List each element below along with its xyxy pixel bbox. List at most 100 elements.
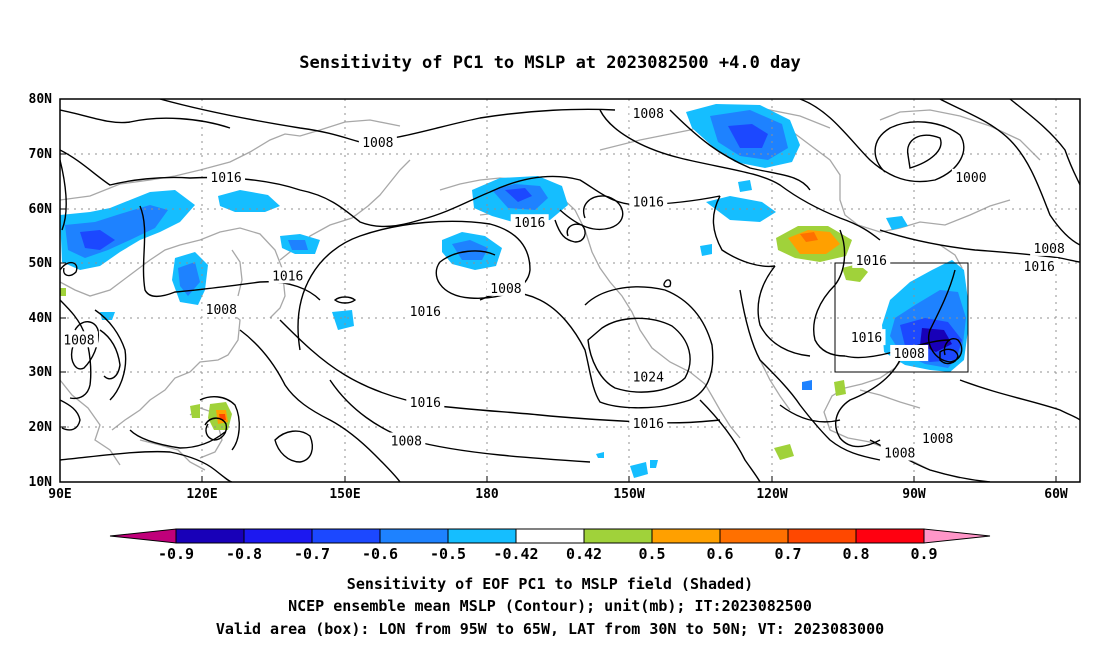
colorbar-level-label: 0.8 xyxy=(842,545,869,563)
map-frame xyxy=(59,98,1081,483)
colorbar-segment xyxy=(379,528,449,544)
contour-label-bg xyxy=(358,133,397,150)
colorbar-segment xyxy=(651,528,721,544)
contour-label: 1016 xyxy=(856,254,887,269)
contour-label: 1016 xyxy=(210,171,241,186)
colorbar-level-label: -0.5 xyxy=(430,545,466,563)
shade-region xyxy=(218,190,280,212)
shade-region xyxy=(738,180,752,192)
contour-label-bg xyxy=(847,329,886,346)
shade-region xyxy=(834,380,846,396)
contour-label-bg xyxy=(629,104,668,121)
contour-label: 1016 xyxy=(851,331,882,346)
contour-label-bg xyxy=(951,168,990,185)
contour-label: 1008 xyxy=(1034,242,1065,257)
x-tick-label: 60W xyxy=(1044,487,1068,502)
shade-region xyxy=(190,404,200,418)
contour-label-bg xyxy=(268,267,307,284)
map-grid xyxy=(60,99,1080,482)
contour-label-bg xyxy=(60,331,98,348)
valid-area-box xyxy=(834,262,969,373)
colorbar: -0.9 -0.8 -0.7 -0.6 -0.5 -0.42 0.42 0.5 0.6 0.7 0.… xyxy=(109,528,991,563)
contour-label-bg xyxy=(387,432,426,449)
contour-label-bg xyxy=(629,193,668,210)
contour-labels: 1008 1008 1016 1000 1016 1016 1008 1016 1016 1016… xyxy=(60,104,1069,462)
colorbar-segment xyxy=(583,528,653,544)
shade-region xyxy=(788,230,840,254)
contour-label: 1008 xyxy=(884,447,915,462)
colorbar-level-label: 0.5 xyxy=(638,545,665,563)
captions: Sensitivity of EOF PC1 to MSLP field (Sh… xyxy=(216,575,884,638)
contour-label-bg xyxy=(918,429,957,446)
y-tick-label: 10N xyxy=(29,475,53,490)
shade-region xyxy=(650,460,658,468)
colorbar-level-label: 0.6 xyxy=(706,545,733,563)
tick-marks xyxy=(60,153,1057,482)
y-tick-label: 70N xyxy=(29,147,53,162)
colorbar-level-label: 0.42 xyxy=(566,545,602,563)
contour-label-bg xyxy=(890,344,929,361)
contour-label: 1016 xyxy=(633,417,664,432)
contour-label: 1008 xyxy=(63,333,94,348)
map-panel: 1008 1008 1016 1000 1016 1016 1008 1016 1016 1016… xyxy=(29,92,1081,502)
colorbar-segment xyxy=(719,528,789,544)
shade-region xyxy=(80,230,115,250)
contour-label-bg xyxy=(202,301,241,318)
colorbar-level-label: 0.9 xyxy=(910,545,937,563)
contour-label: 1008 xyxy=(894,347,925,362)
colorbar-level-label: -0.42 xyxy=(493,545,538,563)
contour-label-bg xyxy=(1030,239,1069,256)
figure-title: Sensitivity of PC1 to MSLP at 2023082500… xyxy=(299,53,801,73)
x-tick-label: 90W xyxy=(902,487,926,502)
contour-label-bg xyxy=(406,302,445,319)
shade-region xyxy=(802,380,812,390)
y-tick-label: 20N xyxy=(29,420,53,435)
contour-label-bg xyxy=(406,394,445,411)
y-tick-label: 40N xyxy=(29,311,53,326)
caption-line: NCEP ensemble mean MSLP (Contour); unit(… xyxy=(288,597,812,615)
contour-label-bg xyxy=(880,444,919,461)
contour-label: 1016 xyxy=(410,305,441,320)
caption-line: Valid area (box): LON from 95W to 65W, L… xyxy=(216,620,884,638)
colorbar-level-label: -0.6 xyxy=(362,545,398,563)
shade-region xyxy=(842,264,868,282)
colorbar-level-label: -0.8 xyxy=(226,545,262,563)
caption-line: Sensitivity of EOF PC1 to MSLP field (Sh… xyxy=(347,575,753,593)
contour-label: 1016 xyxy=(633,195,664,210)
x-tick-label: 120W xyxy=(756,487,787,502)
mslp-contours xyxy=(60,99,1080,482)
colorbar-segment xyxy=(175,528,245,544)
shade-region xyxy=(728,124,768,148)
colorbar-segment xyxy=(447,528,517,544)
contour-label: 1016 xyxy=(272,269,303,284)
x-axis-labels: 90E 120E 150E 180 150W 120W 90W 60W xyxy=(48,487,1068,502)
shade-region xyxy=(886,216,908,230)
contour-label: 1008 xyxy=(633,107,664,122)
x-tick-label: 150W xyxy=(613,487,644,502)
contour-label: 1000 xyxy=(955,171,986,186)
contour-label: 1016 xyxy=(1024,260,1055,275)
contour-label-bg xyxy=(629,415,668,432)
y-tick-label: 80N xyxy=(29,92,53,107)
colorbar-segment xyxy=(855,528,925,544)
contour-label: 1008 xyxy=(922,432,953,447)
x-tick-label: 90E xyxy=(48,487,71,502)
contour-label: 1008 xyxy=(490,282,521,297)
y-axis-labels: 80N 70N 60N 50N 40N 30N 20N 10N xyxy=(29,92,53,490)
shade-region xyxy=(452,240,488,260)
shade-region xyxy=(774,444,794,460)
contour-label: 1008 xyxy=(391,435,422,450)
contour-label-bg xyxy=(207,168,246,185)
contour-label-bg xyxy=(1020,257,1059,274)
shade-region xyxy=(332,310,354,330)
contour-label: 1024 xyxy=(633,370,664,385)
y-tick-label: 30N xyxy=(29,365,53,380)
shade-region xyxy=(596,452,604,458)
contour-label: 1008 xyxy=(206,303,237,318)
contour-label-bg xyxy=(510,214,549,231)
contour-label-bg xyxy=(852,251,891,268)
y-tick-label: 60N xyxy=(29,202,53,217)
contour-label: 1016 xyxy=(514,216,545,231)
colorbar-segment xyxy=(787,528,857,544)
